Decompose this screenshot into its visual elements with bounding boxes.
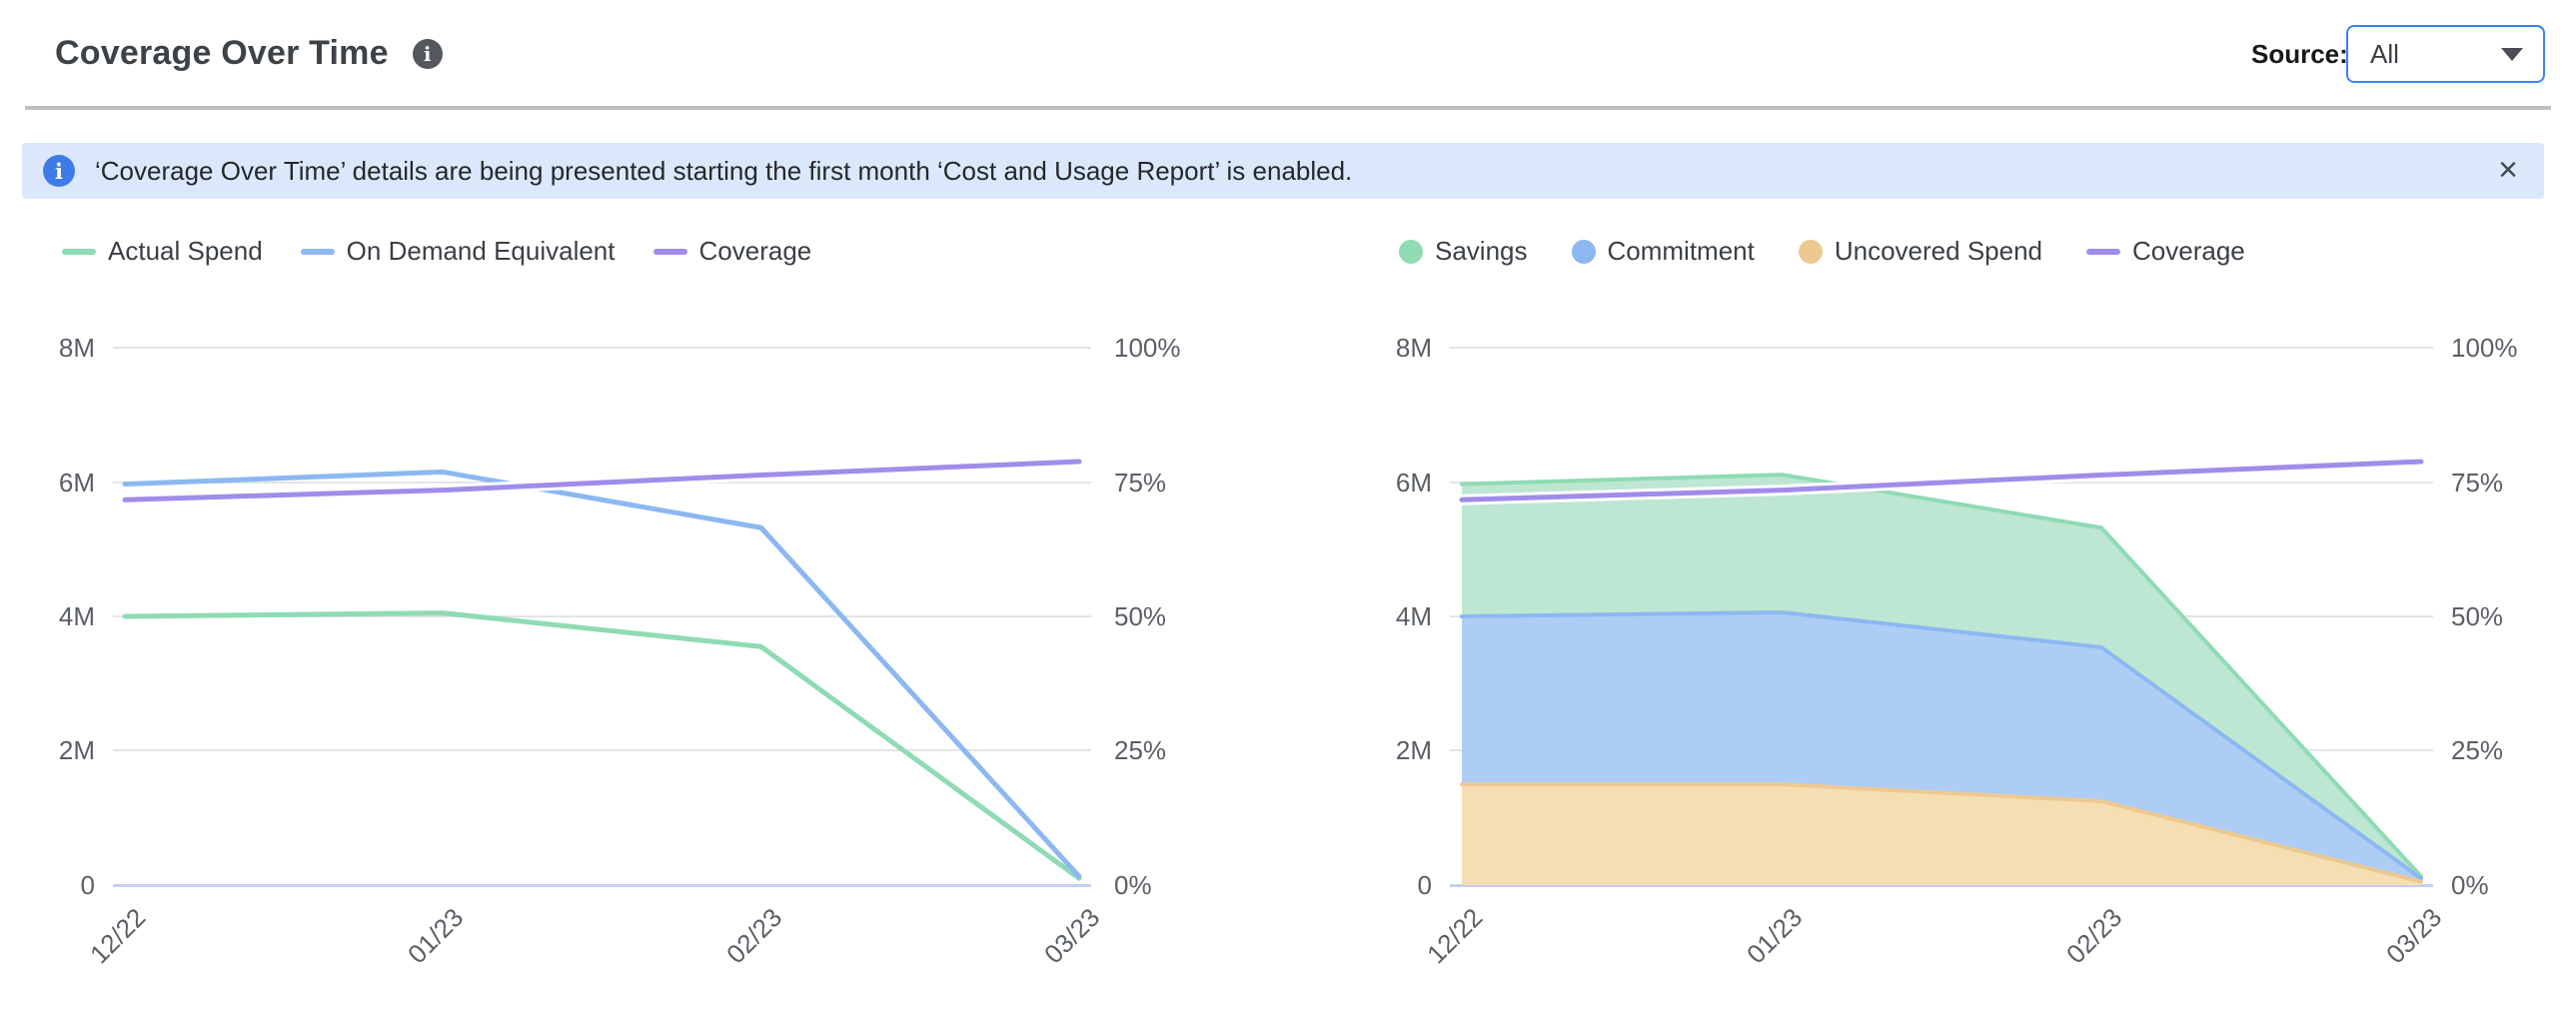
- legend-item-actual-spend[interactable]: Actual Spend: [62, 236, 263, 267]
- coverage-line-chart: [119, 456, 1085, 881]
- pct-axis-tick: 100%: [1114, 333, 1181, 363]
- x-axis-line: [1450, 884, 2433, 887]
- x-axis-tick: 02/23: [2059, 902, 2128, 970]
- legend-item-coverage[interactable]: Coverage: [652, 236, 812, 267]
- y-axis-tick: 2M: [1395, 735, 1432, 765]
- legend-item-on-demand-equivalent[interactable]: On Demand Equivalent: [300, 236, 616, 267]
- y-axis-tick: 6M: [58, 468, 95, 498]
- legend-label: Uncovered Spend: [1834, 236, 2042, 266]
- pct-axis-tick: 50%: [1114, 601, 1167, 631]
- pct-axis-tick: 75%: [2451, 468, 2504, 498]
- pct-axis-tick: 100%: [2451, 333, 2518, 363]
- x-axis-tick: 01/23: [401, 902, 470, 970]
- legend-item-uncovered-spend[interactable]: Uncovered Spend: [1798, 236, 2042, 267]
- gridline: [113, 749, 1091, 751]
- x-axis-tick: 03/23: [1037, 902, 1106, 970]
- source-dropdown-value: All: [2370, 38, 2399, 69]
- y-axis-tick: 2M: [58, 735, 95, 765]
- legend-item-savings[interactable]: Savings: [1399, 236, 1528, 267]
- line-chart-legend: Actual Spend On Demand Equivalent Covera…: [62, 236, 811, 267]
- y-axis-tick: 6M: [1395, 468, 1432, 498]
- area-chart-legend: Savings Commitment Uncovered Spend Cover…: [1399, 236, 2245, 267]
- actual-spend-swatch: [62, 248, 96, 255]
- coverage-swatch: [652, 248, 687, 255]
- coverage-swatch: [2086, 248, 2120, 255]
- legend-label: Coverage: [698, 236, 812, 266]
- y-axis-tick: 0: [80, 870, 95, 900]
- pct-axis-tick: 75%: [1114, 468, 1167, 498]
- gridline: [1450, 347, 2433, 349]
- legend-label: Savings: [1435, 236, 1528, 266]
- pct-axis-tick: 50%: [2451, 601, 2504, 631]
- legend-label: Coverage: [2132, 236, 2245, 266]
- y-axis-tick: 8M: [1395, 333, 1432, 363]
- savings-swatch: [1399, 239, 1423, 264]
- pct-axis-tick: 0%: [2451, 870, 2489, 900]
- legend-item-commitment[interactable]: Commitment: [1571, 236, 1755, 267]
- pct-axis-tick: 25%: [2451, 735, 2504, 765]
- gridline: [113, 615, 1091, 617]
- source-label: Source:: [2251, 39, 2348, 69]
- banner-message: ‘Coverage Over Time’ details are being p…: [95, 155, 1353, 186]
- legend-label: Actual Spend: [108, 236, 263, 266]
- legend-item-coverage[interactable]: Coverage: [2086, 236, 2245, 267]
- y-axis-tick: 0: [1417, 870, 1432, 900]
- legend-label: On Demand Equivalent: [346, 236, 616, 266]
- source-dropdown[interactable]: All: [2346, 25, 2545, 83]
- uncovered-spend-swatch: [1798, 239, 1823, 264]
- legend-label: Commitment: [1607, 236, 1755, 266]
- pct-axis-tick: 0%: [1114, 870, 1152, 900]
- y-axis-tick: 4M: [58, 601, 95, 631]
- y-axis-tick: 8M: [58, 333, 95, 363]
- header-divider: [25, 106, 2551, 110]
- x-axis-line: [113, 884, 1091, 887]
- x-axis-tick: 01/23: [1740, 902, 1809, 970]
- gridline: [113, 347, 1091, 349]
- chevron-down-icon: [2501, 47, 2523, 61]
- y-axis-tick: 4M: [1395, 601, 1432, 631]
- x-axis-tick: 02/23: [719, 902, 788, 970]
- pct-axis-tick: 25%: [1114, 735, 1167, 765]
- info-icon: i: [43, 155, 75, 187]
- info-banner: i ‘Coverage Over Time’ details are being…: [22, 143, 2544, 199]
- x-axis-tick: 12/22: [1420, 902, 1489, 970]
- coverage-stacked-area-chart: [1456, 456, 2427, 885]
- info-icon[interactable]: i: [412, 38, 443, 69]
- x-axis-tick: 12/22: [83, 902, 152, 970]
- commitment-swatch: [1571, 239, 1596, 264]
- page-title: Coverage Over Time: [55, 34, 389, 72]
- x-axis-tick: 03/23: [2379, 902, 2448, 970]
- header: Coverage Over Time i: [55, 34, 443, 73]
- close-icon[interactable]: ×: [2498, 151, 2518, 189]
- on-demand-equivalent-swatch: [300, 248, 335, 255]
